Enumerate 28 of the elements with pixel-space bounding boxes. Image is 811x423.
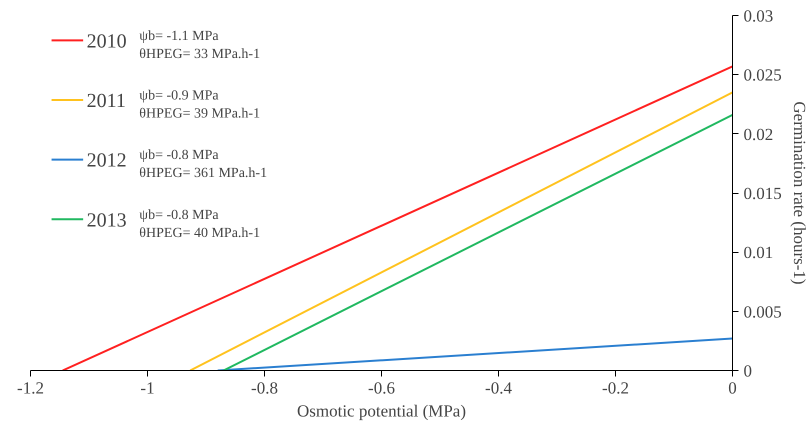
y-tick-label: 0.025: [744, 66, 782, 85]
legend-label: 2010: [86, 30, 127, 52]
annotation: ψb= -0.8 MPa: [139, 148, 220, 164]
annotation: ψb= -1.1 MPa: [139, 28, 220, 44]
x-tick-label: -0.6: [368, 378, 395, 398]
x-axis-title: Osmotic potential (MPa): [296, 402, 466, 420]
x-tick-label: 0: [728, 378, 737, 398]
x-tick-label: -0.8: [251, 378, 278, 398]
annotation: θHPEG= 33 MPa.h-1: [139, 46, 260, 62]
legend-label: 2013: [86, 209, 127, 232]
y-axis-title: Germination rate (hours-1): [790, 101, 809, 285]
x-tick-label: -0.2: [602, 378, 629, 398]
legend-label: 2012: [86, 150, 127, 172]
y-tick-label: 0.005: [744, 302, 782, 322]
x-tick-label: -0.4: [485, 378, 512, 398]
y-tick-label: 0.03: [744, 6, 774, 26]
y-tick-label: 0.02: [744, 124, 774, 144]
x-tick-label: -1: [140, 378, 155, 398]
x-tick-label: -1.2: [17, 378, 44, 398]
annotation: θHPEG= 361 MPa.h-1: [139, 166, 268, 182]
annotation: ψb= -0.8 MPa: [139, 208, 220, 223]
y-tick-label: 0: [744, 362, 752, 380]
annotation: θHPEG= 39 MPa.h-1: [139, 106, 260, 122]
y-tick-label: 0.01: [744, 243, 774, 262]
annotation: θHPEG= 40 MPa.h-1: [139, 226, 260, 241]
annotation: ψb= -0.9 MPa: [139, 88, 220, 104]
legend-label: 2011: [86, 90, 126, 112]
y-tick-label: 0.015: [744, 184, 782, 203]
